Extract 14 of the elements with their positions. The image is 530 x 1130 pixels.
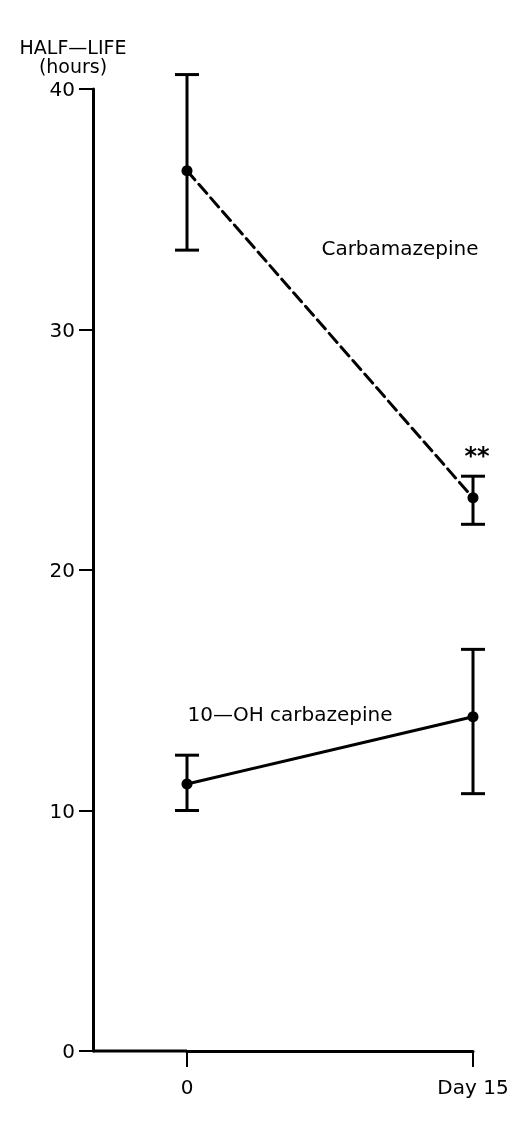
text: Carbamazepine (321, 236, 479, 261)
y-tick-label: 10 (49, 798, 75, 823)
y-tick-label: 20 (49, 558, 75, 582)
y-tick-label: 0 (62, 1039, 75, 1063)
y-tick-label: 30 (49, 317, 75, 342)
x-tick-label: Day 15 (437, 1075, 509, 1099)
point (467, 711, 479, 723)
y-axis-title: HALF—LIFE (hours) (19, 35, 127, 77)
point (181, 778, 193, 790)
series-label: 10—OH carbazepine (187, 702, 393, 727)
annotation: ** (464, 442, 490, 471)
y-tick-label: 40 (49, 77, 75, 101)
point (181, 165, 193, 177)
point (467, 492, 479, 504)
